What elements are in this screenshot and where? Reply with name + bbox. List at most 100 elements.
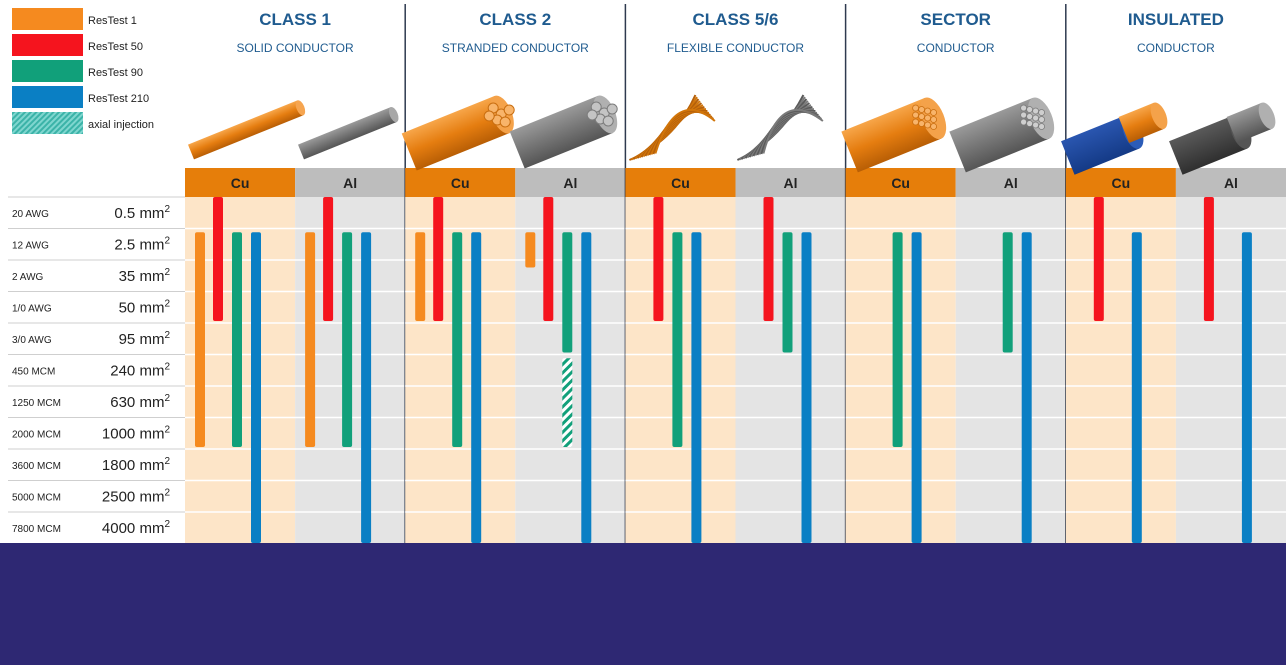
column-header bbox=[405, 168, 516, 197]
column-header bbox=[185, 168, 296, 197]
awg-label: 1/0 AWG bbox=[12, 303, 52, 314]
mm2-label: 4000 mm2 bbox=[102, 519, 171, 537]
awg-label: 7800 MCM bbox=[12, 524, 61, 535]
bar-restest50 bbox=[1203, 197, 1214, 321]
class-subtitle: SOLID CONDUCTOR bbox=[237, 41, 354, 55]
mm2-label: 50 mm2 bbox=[119, 298, 171, 316]
material-label: Cu bbox=[231, 175, 250, 191]
green-swatch bbox=[12, 60, 83, 82]
bar-restest50 bbox=[543, 197, 554, 321]
class-title: CLASS 2 bbox=[479, 10, 551, 29]
bar-restest50 bbox=[213, 197, 223, 321]
material-label: Cu bbox=[451, 175, 470, 191]
bar-restest1 bbox=[415, 232, 426, 321]
red-swatch bbox=[12, 34, 83, 56]
bar-restest210 bbox=[471, 232, 482, 543]
bar-restest90 bbox=[672, 232, 683, 447]
legend-label: ResTest 50 bbox=[88, 41, 143, 53]
bar-restest210 bbox=[581, 232, 592, 543]
column-body bbox=[1065, 197, 1176, 543]
bar-restest210 bbox=[361, 232, 372, 543]
blue-swatch bbox=[12, 86, 83, 108]
class-subtitle: FLEXIBLE CONDUCTOR bbox=[667, 41, 804, 55]
mm2-label: 35 mm2 bbox=[119, 267, 171, 285]
class-group-5: INSULATED CONDUCTOR Cu Al bbox=[1061, 10, 1286, 543]
column-header bbox=[845, 168, 956, 197]
awg-label: 3600 MCM bbox=[12, 461, 61, 472]
bar-restest1 bbox=[305, 232, 316, 447]
bar-restest210 bbox=[1241, 232, 1252, 543]
column-header bbox=[625, 168, 736, 197]
mm2-label: 2500 mm2 bbox=[102, 487, 171, 505]
mm2-label: 1800 mm2 bbox=[102, 456, 171, 474]
awg-label: 3/0 AWG bbox=[12, 335, 52, 346]
legend-label: ResTest 1 bbox=[88, 15, 137, 27]
awg-label: 12 AWG bbox=[12, 240, 49, 251]
bar-axial bbox=[562, 358, 573, 447]
bar-restest90 bbox=[452, 232, 463, 447]
legend: ResTest 1 ResTest 50 ResTest 90 ResTest 210… bbox=[12, 8, 154, 134]
flexible-conductor-image bbox=[629, 94, 824, 161]
material-label: Cu bbox=[671, 175, 690, 191]
material-label: Al bbox=[1224, 175, 1238, 191]
bar-restest1 bbox=[525, 232, 536, 268]
mm2-label: 95 mm2 bbox=[119, 330, 171, 348]
mm2-label: 1000 mm2 bbox=[102, 424, 171, 442]
material-label: Al bbox=[1004, 175, 1018, 191]
material-label: Al bbox=[563, 175, 577, 191]
class-subtitle: CONDUCTOR bbox=[1137, 41, 1215, 55]
footer-band bbox=[0, 543, 1286, 665]
legend-label: axial injection bbox=[88, 119, 154, 131]
bar-restest1 bbox=[195, 232, 205, 447]
bar-restest210 bbox=[911, 232, 922, 543]
bar-restest210 bbox=[1131, 232, 1142, 543]
awg-label: 2 AWG bbox=[12, 272, 44, 283]
bar-restest210 bbox=[1021, 232, 1032, 543]
material-label: Al bbox=[343, 175, 357, 191]
class-group-2: CLASS 2 STRANDED CONDUCTOR Cu Al bbox=[401, 4, 627, 543]
bar-restest50 bbox=[763, 197, 774, 321]
size-axis: 20 AWG 0.5 mm2 12 AWG 2.5 mm2 2 AWG 35 mm2 1/0… bbox=[8, 196, 185, 537]
awg-label: 20 AWG bbox=[12, 209, 49, 220]
hatched-swatch bbox=[12, 112, 83, 134]
mm2-label: 2.5 mm2 bbox=[114, 235, 170, 253]
bar-restest50 bbox=[323, 197, 334, 321]
class-group-3: CLASS 5/6 FLEXIBLE CONDUCTOR Cu Al bbox=[625, 4, 847, 543]
bar-restest50 bbox=[433, 197, 444, 321]
awg-label: 450 MCM bbox=[12, 366, 55, 377]
solid-conductor-image bbox=[188, 100, 399, 160]
column-header bbox=[1065, 168, 1176, 197]
stranded-conductor-image bbox=[401, 95, 618, 171]
class-title: CLASS 5/6 bbox=[693, 10, 779, 29]
class-title: CLASS 1 bbox=[259, 10, 331, 29]
orange-swatch bbox=[12, 8, 83, 30]
class-subtitle: CONDUCTOR bbox=[917, 41, 995, 55]
column-header bbox=[955, 168, 1066, 197]
column-header bbox=[1175, 168, 1286, 197]
bar-restest210 bbox=[691, 232, 702, 543]
bar-restest90 bbox=[232, 232, 242, 447]
awg-label: 5000 MCM bbox=[12, 492, 61, 503]
bar-restest210 bbox=[801, 232, 812, 543]
material-label: Cu bbox=[891, 175, 910, 191]
class-title: SECTOR bbox=[920, 10, 991, 29]
mm2-label: 240 mm2 bbox=[110, 361, 170, 379]
sector-conductor-image bbox=[841, 97, 1055, 173]
class-subtitle: STRANDED CONDUCTOR bbox=[442, 41, 589, 55]
material-label: Cu bbox=[1112, 175, 1131, 191]
column-header bbox=[515, 168, 626, 197]
legend-label: ResTest 90 bbox=[88, 67, 143, 79]
class-group-4: SECTOR CONDUCTOR Cu Al bbox=[841, 4, 1067, 543]
mm2-label: 0.5 mm2 bbox=[114, 204, 170, 222]
legend-label: ResTest 210 bbox=[88, 93, 149, 105]
material-label: Al bbox=[784, 175, 798, 191]
awg-label: 1250 MCM bbox=[12, 398, 61, 409]
class-title: INSULATED bbox=[1128, 10, 1224, 29]
bar-restest90 bbox=[342, 232, 353, 447]
column-body bbox=[1175, 197, 1286, 543]
class-group-1: CLASS 1 SOLID CONDUCTOR Cu Al bbox=[185, 4, 406, 543]
mm2-label: 630 mm2 bbox=[110, 393, 170, 411]
bar-restest50 bbox=[653, 197, 664, 321]
